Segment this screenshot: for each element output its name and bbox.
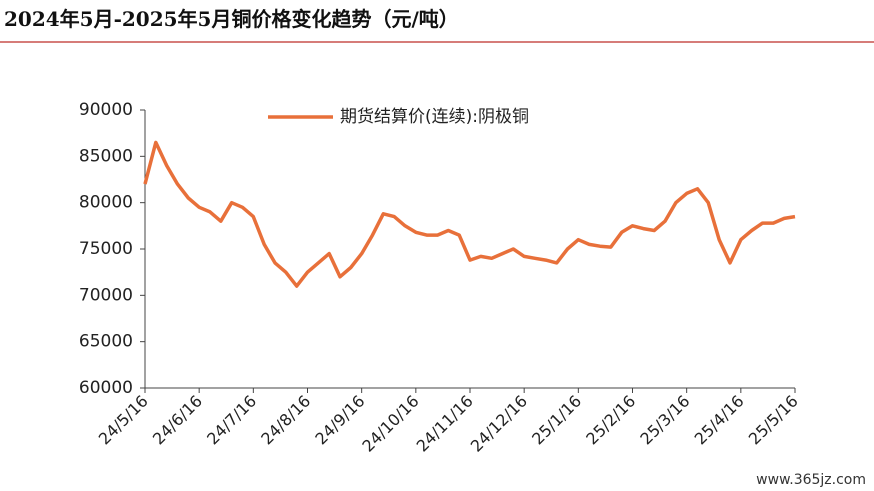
x-tick-label: 24/11/16	[413, 391, 477, 455]
x-tick-label: 25/5/16	[745, 391, 802, 448]
y-tick-label: 65000	[79, 332, 133, 352]
watermark: www.365jz.com	[756, 472, 866, 488]
chart-title: 2024年5月-2025年5月铜价格变化趋势（元/吨）	[4, 7, 459, 31]
y-tick-label: 80000	[79, 193, 133, 213]
x-tick-label: 25/4/16	[691, 391, 748, 448]
y-tick-label: 90000	[79, 100, 133, 120]
x-tick-label: 24/6/16	[149, 391, 206, 448]
legend-label: 期货结算价(连续):阴极铜	[340, 107, 529, 127]
x-tick-label: 25/2/16	[582, 391, 639, 448]
x-tick-label: 24/8/16	[257, 391, 314, 448]
x-tick-label: 25/1/16	[528, 391, 585, 448]
x-tick-label: 24/5/16	[95, 391, 152, 448]
y-tick-label: 85000	[79, 146, 133, 166]
x-tick-label: 24/7/16	[203, 391, 260, 448]
x-tick-label: 25/3/16	[636, 391, 693, 448]
series-line	[143, 140, 796, 288]
x-tick-label: 24/10/16	[358, 391, 422, 455]
y-tick-label: 60000	[79, 378, 133, 398]
y-tick-label: 75000	[79, 239, 133, 259]
x-tick-label: 24/12/16	[467, 391, 531, 455]
y-tick-label: 70000	[79, 285, 133, 305]
